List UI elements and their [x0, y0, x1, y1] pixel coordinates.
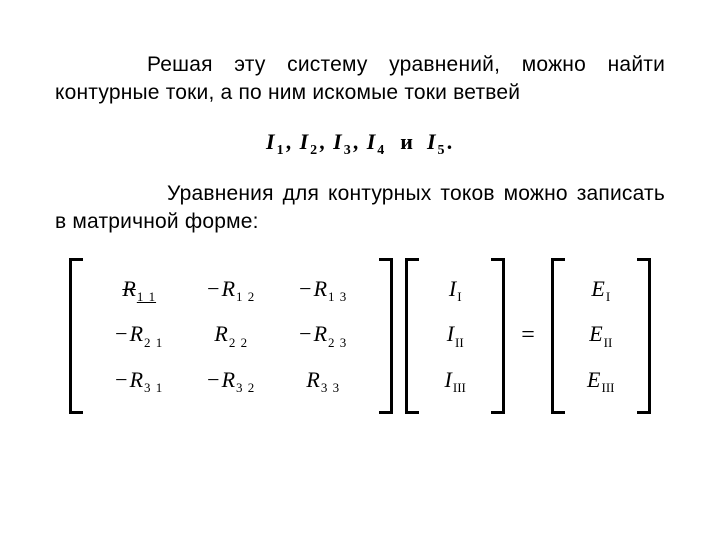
vector-row: EIII: [575, 359, 627, 404]
vector-row: EI: [575, 268, 627, 313]
E-II: EII: [575, 313, 627, 358]
matrix-equation: R1 1−R1 2−R1 3−R2 1R2 2−R2 3−R3 1−R3 2R3…: [55, 258, 665, 414]
bracket-left: [69, 258, 83, 414]
matrix-cell-R13: −R1 3: [277, 268, 369, 313]
current-I4: I4: [367, 129, 388, 154]
vector-row: EII: [575, 313, 627, 358]
I-III: IIII: [429, 359, 481, 404]
matrix-row: −R3 1−R3 2R3 3: [93, 359, 369, 404]
paragraph-1: Решая эту систему уравнений, можно найти…: [55, 51, 665, 108]
matrix-row: −R2 1R2 2−R2 3: [93, 313, 369, 358]
matrix-cell-R22: R2 2: [185, 313, 277, 358]
bracket-left: [551, 258, 565, 414]
current-I5: I5: [427, 129, 448, 154]
matrix-cell-R31: −R3 1: [93, 359, 185, 404]
I-II: III: [429, 313, 481, 358]
E-III: EIII: [575, 359, 627, 404]
vector-E: EIEIIEIII: [551, 258, 651, 414]
branch-currents-list: I1, I2, I3, I4 и I5.: [55, 129, 665, 159]
page: Решая эту систему уравнений, можно найти…: [0, 0, 720, 434]
vector-I: IIIIIIIII: [405, 258, 505, 414]
matrix-cell-R12: −R1 2: [185, 268, 277, 313]
equals-sign: =: [521, 322, 535, 349]
matrix-R-body: R1 1−R1 2−R1 3−R2 1R2 2−R2 3−R3 1−R3 2R3…: [83, 258, 379, 414]
current-I2: I2: [300, 129, 321, 154]
I-I: II: [429, 268, 481, 313]
matrix-cell-R33: R3 3: [277, 359, 369, 404]
bracket-right: [637, 258, 651, 414]
current-I1: I1: [266, 129, 287, 154]
E-I: EI: [575, 268, 627, 313]
conjunction: и: [400, 129, 414, 154]
matrix-cell-R23: −R2 3: [277, 313, 369, 358]
vector-row: IIII: [429, 359, 481, 404]
bracket-right: [379, 258, 393, 414]
current-I3: I3: [333, 129, 354, 154]
vector-E-body: EIEIIEIII: [565, 258, 637, 414]
vector-row: III: [429, 313, 481, 358]
matrix-row: R1 1−R1 2−R1 3: [93, 268, 369, 313]
matrix-cell-R32: −R3 2: [185, 359, 277, 404]
matrix-cell-R11: R1 1: [93, 268, 185, 313]
matrix-R: R1 1−R1 2−R1 3−R2 1R2 2−R2 3−R3 1−R3 2R3…: [69, 258, 393, 414]
vector-row: II: [429, 268, 481, 313]
matrix-cell-R21: −R2 1: [93, 313, 185, 358]
vector-I-body: IIIIIIIII: [419, 258, 491, 414]
bracket-right: [491, 258, 505, 414]
bracket-left: [405, 258, 419, 414]
paragraph-2: Уравнения для контурных токов можно запи…: [55, 180, 665, 237]
